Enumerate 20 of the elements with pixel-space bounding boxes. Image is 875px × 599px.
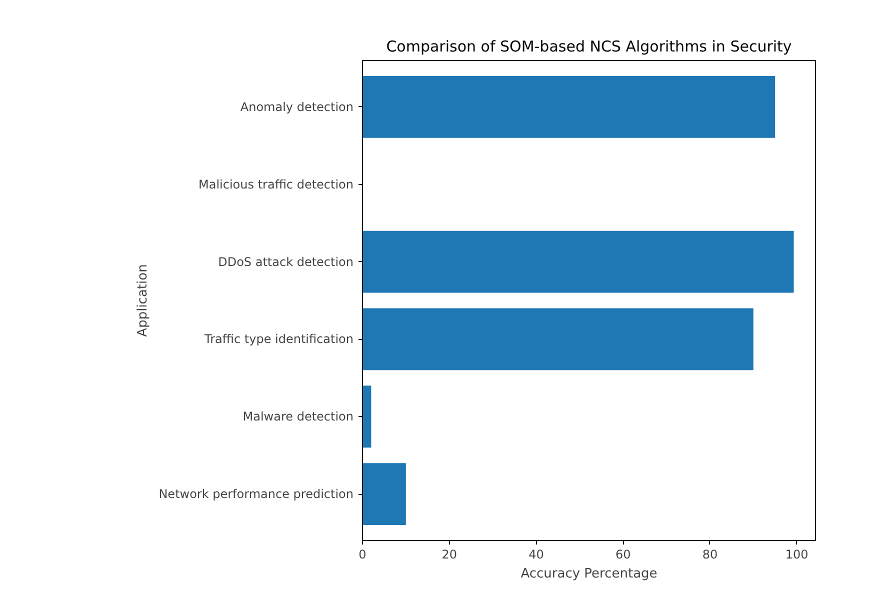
bar xyxy=(362,463,406,526)
bar xyxy=(362,230,794,293)
bar xyxy=(362,386,372,448)
x-tick-label: 60 xyxy=(615,548,631,562)
chart-title: Comparison of SOM-based NCS Algorithms in Security xyxy=(386,38,792,56)
y-axis-title: Application xyxy=(136,264,151,337)
y-tick-label: Malicious traffic detection xyxy=(198,177,354,192)
bar xyxy=(362,308,754,370)
x-tick-label: 0 xyxy=(358,548,366,562)
x-tick-label: 80 xyxy=(702,548,718,562)
y-tick-label: Network performance prediction xyxy=(158,487,354,502)
bar xyxy=(362,76,776,138)
y-tick-label: DDoS attack detection xyxy=(218,254,354,269)
y-tick-label: Malware detection xyxy=(242,410,354,424)
x-tick-label: 100 xyxy=(785,548,808,562)
x-tick-label: 20 xyxy=(442,548,458,562)
x-axis-title: Accuracy Percentage xyxy=(520,566,658,582)
x-tick-label: 40 xyxy=(528,548,544,562)
y-tick-label: Anomaly detection xyxy=(240,100,354,114)
y-tick-label: Traffic type identification xyxy=(204,332,354,346)
